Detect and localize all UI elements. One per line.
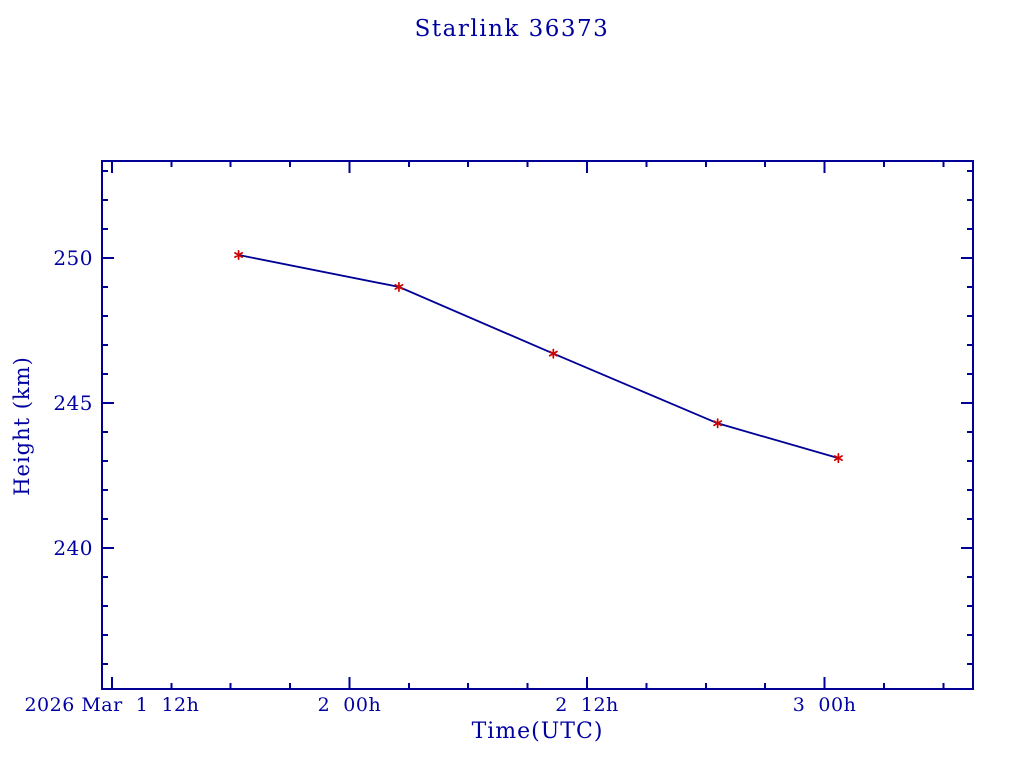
x-tick-label: 3 00h (792, 694, 857, 716)
x-tick-label: 2 00h (317, 694, 382, 716)
data-point-marker (234, 249, 244, 261)
x-tick-label: 2 12h (555, 694, 619, 716)
y-tick-label: 245 (53, 390, 93, 415)
data-point-marker (713, 418, 723, 429)
x-tick-label: 2026 Mar 1 12h (24, 694, 200, 716)
x-axis-title: Time(UTC) (471, 719, 604, 744)
height-line (238, 254, 839, 459)
page-title: Starlink 36373 (414, 16, 610, 42)
data-point-marker (548, 348, 558, 359)
plot-frame (101, 160, 974, 690)
data-point-marker (833, 453, 843, 464)
data-point-marker (394, 281, 404, 292)
y-tick-label: 250 (53, 245, 93, 270)
y-axis-title: Height (km) (10, 356, 34, 496)
y-tick-label: 240 (53, 536, 93, 560)
